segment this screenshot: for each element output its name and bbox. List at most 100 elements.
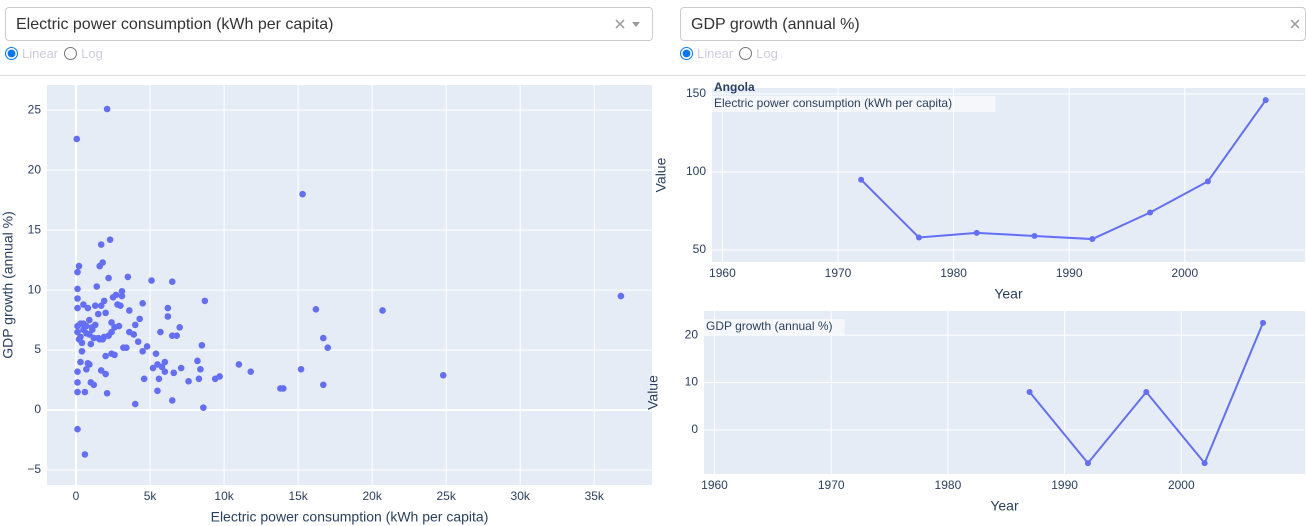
radio-label: Linear	[697, 46, 734, 61]
point	[139, 299, 146, 307]
point	[136, 315, 143, 323]
dropdown-icons	[1290, 19, 1300, 29]
point	[161, 368, 169, 375]
point	[1147, 209, 1154, 216]
dropdown[interactable]: Electric power consumption (kWh per capi…	[5, 7, 653, 41]
y-tick-label: 150	[686, 86, 706, 100]
plot-background	[712, 88, 1305, 262]
point	[1262, 97, 1269, 104]
y-tick-label: 100	[686, 164, 706, 178]
point	[131, 321, 139, 329]
x-tick-label: 10k	[214, 489, 234, 503]
x-tick-label: 1970	[825, 266, 852, 280]
point	[1143, 389, 1150, 396]
plot-background	[704, 311, 1305, 474]
point	[90, 381, 98, 389]
point	[148, 277, 155, 284]
point	[105, 274, 112, 282]
point	[140, 375, 148, 383]
point	[155, 375, 163, 383]
point	[103, 389, 111, 397]
point	[118, 287, 126, 295]
point	[77, 320, 84, 327]
point	[168, 278, 176, 286]
point	[83, 365, 90, 373]
point	[379, 307, 386, 314]
y-tick-label: 0	[34, 402, 41, 416]
point	[77, 358, 84, 366]
y-tick-label: 50	[693, 242, 707, 256]
point	[197, 365, 204, 373]
point	[235, 361, 243, 368]
y-tick-label: −5	[27, 462, 41, 476]
point	[201, 297, 209, 305]
point	[84, 304, 92, 312]
dropdown-value: Electric power consumption (kWh per capi…	[16, 16, 334, 33]
point	[73, 135, 81, 143]
chart-subtitle: Electric power consumption (kWh per capi…	[714, 96, 952, 110]
separator	[0, 75, 1306, 76]
point	[102, 309, 109, 317]
x-tick-label: 20k	[362, 489, 382, 503]
y-tick-label: 25	[28, 102, 42, 116]
point	[74, 268, 81, 276]
x-axis-title: Year	[994, 286, 1023, 302]
point	[198, 341, 206, 349]
x-tick-label: 1990	[1051, 478, 1078, 492]
point	[617, 292, 625, 300]
point	[81, 388, 89, 396]
radio[interactable]: Log	[739, 46, 778, 61]
point	[139, 347, 146, 355]
point	[164, 313, 172, 320]
point	[74, 425, 81, 433]
point	[100, 297, 108, 305]
point	[1204, 178, 1211, 185]
chart-subtitle: GDP growth (annual %)	[706, 319, 833, 333]
point	[973, 229, 980, 236]
point	[161, 358, 169, 366]
point	[99, 335, 106, 343]
x-axis-title: Year	[990, 498, 1019, 514]
point	[168, 332, 176, 339]
y-tick-label: 5	[34, 342, 41, 356]
point	[168, 397, 176, 404]
x-tick-label: 1980	[940, 266, 967, 280]
radio[interactable]: Log	[64, 46, 103, 61]
subtitle-background	[704, 319, 845, 335]
x-tick-label: 0	[73, 489, 80, 503]
point	[149, 364, 157, 372]
point	[154, 387, 161, 395]
point	[74, 304, 81, 312]
radio[interactable]: Linear	[5, 46, 58, 61]
point	[97, 367, 105, 374]
point	[74, 368, 81, 375]
x-tick-label: 35k	[585, 489, 605, 503]
point	[84, 359, 92, 367]
radio-label: Log	[756, 46, 778, 61]
chart-title: Angola	[714, 80, 755, 94]
point	[1031, 232, 1038, 239]
point	[80, 326, 87, 333]
point	[185, 377, 192, 385]
point	[97, 241, 105, 248]
point	[154, 361, 161, 368]
point	[858, 176, 865, 183]
point	[177, 364, 185, 372]
point	[299, 190, 306, 198]
point	[143, 343, 151, 350]
point	[111, 351, 118, 359]
point	[109, 293, 117, 301]
point	[89, 323, 96, 331]
point	[106, 236, 114, 244]
point	[312, 305, 320, 313]
y-tick-label: 20	[685, 327, 699, 341]
x-tick-label: 1960	[709, 266, 736, 280]
x-axis-title: Electric power consumption (kWh per capi…	[211, 509, 489, 525]
radio[interactable]: Linear	[680, 46, 733, 61]
point	[170, 369, 178, 377]
radio-group: Linear Log	[680, 46, 778, 61]
point	[80, 301, 87, 308]
x-tick-label: 25k	[437, 489, 457, 503]
point	[194, 357, 201, 365]
